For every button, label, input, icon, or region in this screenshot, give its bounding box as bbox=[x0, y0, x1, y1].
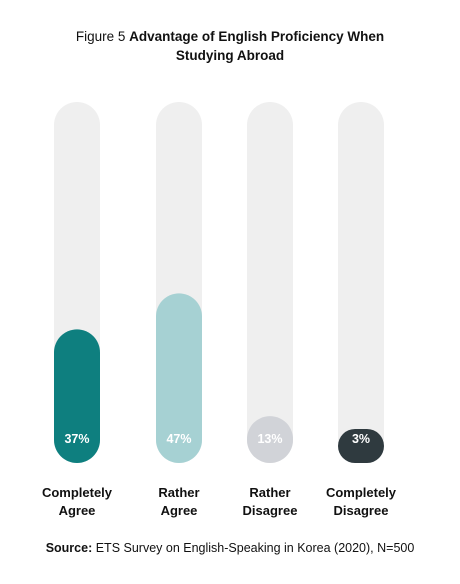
data-label: 47% bbox=[166, 432, 191, 446]
figure-title-line1: Advantage of English Proficiency When bbox=[129, 29, 385, 44]
figure-title-line2: Studying Abroad bbox=[175, 48, 285, 63]
category-label: Completely Disagree bbox=[325, 485, 397, 518]
bar-track bbox=[247, 102, 293, 463]
source-note: Source: ETS Survey on English-Speaking i… bbox=[0, 541, 460, 555]
bar bbox=[338, 429, 384, 463]
bar bbox=[156, 293, 202, 463]
bar-track bbox=[338, 102, 384, 463]
category-label: Rather Disagree bbox=[242, 485, 298, 518]
data-label: 13% bbox=[257, 432, 282, 446]
data-label: 3% bbox=[352, 432, 370, 446]
category-label: Rather Agree bbox=[158, 485, 200, 518]
source-label: Source: bbox=[45, 541, 93, 555]
category-label: Completely Agree bbox=[41, 485, 113, 518]
bar bbox=[247, 416, 293, 463]
figure-number: Figure 5 bbox=[75, 29, 126, 44]
source-text: ETS Survey on English-Speaking in Korea … bbox=[95, 541, 415, 555]
data-label: 37% bbox=[64, 432, 89, 446]
chart-title: Figure 5 Advantage of English Proficienc… bbox=[0, 27, 460, 65]
bar bbox=[54, 329, 100, 463]
